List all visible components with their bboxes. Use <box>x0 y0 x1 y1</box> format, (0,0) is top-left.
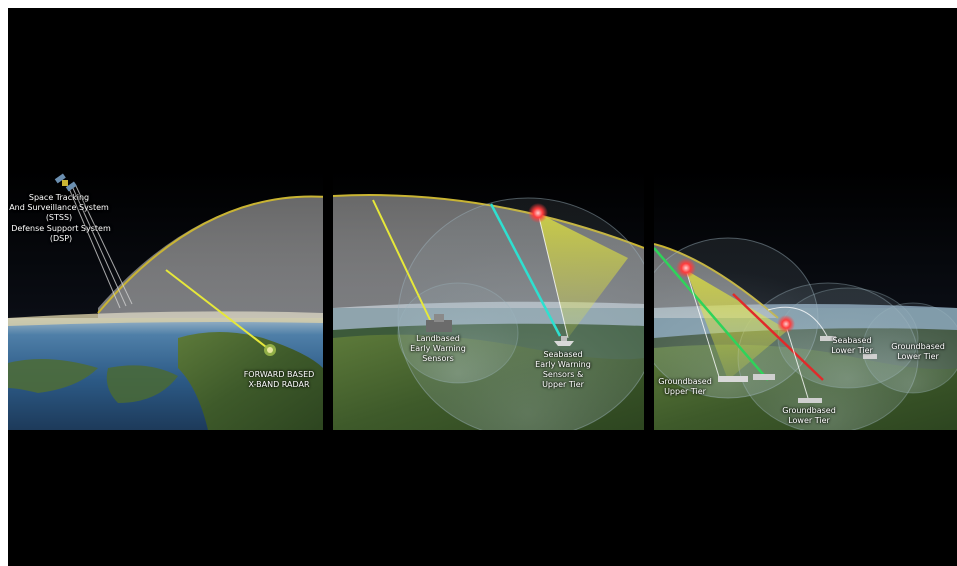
intercept-burst-icon <box>528 203 548 223</box>
seabased-label-line: Sensors & <box>528 370 598 380</box>
groundbased-upper-tier-label-line: Groundbased <box>654 377 716 387</box>
stss-label-line: (STSS) <box>8 213 114 223</box>
stss-label-line: And Surveillance System <box>8 203 114 213</box>
panel-divider <box>323 170 333 430</box>
seabased-lower-tier-label-line: Lower Tier <box>822 346 882 356</box>
groundbased-upper-tier-label-line: Upper Tier <box>654 387 716 397</box>
radar-site-icon <box>264 344 276 356</box>
x-band-radar-label-line: X-BAND RADAR <box>234 380 324 390</box>
seabased-lower-tier-label: Seabased Lower Tier <box>822 336 882 356</box>
groundbased-lower-tier-label-line: Groundbased <box>773 406 845 416</box>
seabased-label-line: Early Warning <box>528 360 598 370</box>
groundbased-lower-tier-far-label-line: Lower Tier <box>884 352 952 362</box>
dsp-label-line: Defense Support System <box>8 224 116 234</box>
seabased-lower-tier-label-line: Seabased <box>822 336 882 346</box>
dsp-label: Defense Support System (DSP) <box>8 224 116 244</box>
groundbased-upper-tier-label: Groundbased Upper Tier <box>654 377 716 397</box>
landbased-label-line: Landbased <box>403 334 473 344</box>
intercept-burst-icon <box>676 258 696 278</box>
missile-defense-scene <box>8 8 957 566</box>
seabased-label-line: Upper Tier <box>528 380 598 390</box>
intercept-burst-icon <box>777 315 795 333</box>
middle-panel <box>333 170 658 438</box>
stss-label-line: Space Tracking <box>8 193 114 203</box>
panel-divider <box>644 170 654 430</box>
groundbased-lower-tier-far-label: Groundbased Lower Tier <box>884 342 952 362</box>
seabased-label-line: Seabased <box>528 350 598 360</box>
x-band-radar-label: FORWARD BASED X-BAND RADAR <box>234 370 324 390</box>
landbased-label-line: Early Warning <box>403 344 473 354</box>
diagram-stage: Space Tracking And Surveillance System (… <box>8 8 957 566</box>
x-band-radar-label-line: FORWARD BASED <box>234 370 324 380</box>
landbased-label: Landbased Early Warning Sensors <box>403 334 473 364</box>
seabased-label: Seabased Early Warning Sensors & Upper T… <box>528 350 598 390</box>
landbased-label-line: Sensors <box>403 354 473 364</box>
dsp-label-line: (DSP) <box>8 234 116 244</box>
groundbased-lower-tier-label-line: Lower Tier <box>773 416 845 426</box>
stss-label: Space Tracking And Surveillance System (… <box>8 193 114 223</box>
groundbased-lower-tier-far-label-line: Groundbased <box>884 342 952 352</box>
groundbased-lower-tier-label: Groundbased Lower Tier <box>773 406 845 426</box>
